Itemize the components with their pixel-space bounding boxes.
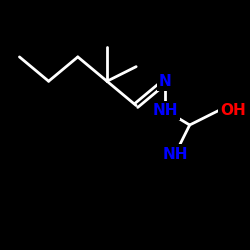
Text: NH: NH — [152, 103, 178, 118]
Text: OH: OH — [220, 103, 246, 118]
Text: N: N — [159, 74, 172, 89]
Text: NH: NH — [162, 147, 188, 162]
Text: N: N — [159, 74, 172, 89]
Text: NH: NH — [162, 147, 188, 162]
Text: NH: NH — [152, 103, 178, 118]
Text: OH: OH — [220, 103, 246, 118]
